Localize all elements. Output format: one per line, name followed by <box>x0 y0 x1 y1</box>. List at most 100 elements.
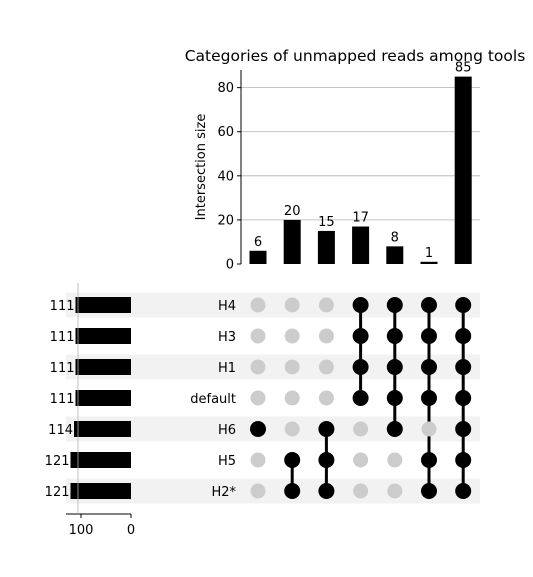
membership-dot-inactive <box>250 483 266 499</box>
membership-dot-active <box>284 483 301 499</box>
matrix-row-stripes <box>66 292 480 504</box>
membership-dot-active <box>352 390 369 406</box>
set-size-label: 111 <box>50 361 75 376</box>
membership-dot-inactive <box>353 421 369 437</box>
membership-dot-inactive <box>421 421 437 437</box>
membership-dot-active <box>455 483 472 499</box>
membership-dot-active <box>352 328 369 344</box>
intersection-bar <box>454 76 472 264</box>
intersection-bar <box>386 246 404 264</box>
intersection-bar <box>317 230 335 264</box>
set-size-x-axis: 100 0 <box>66 283 135 538</box>
membership-dot-inactive <box>284 328 300 344</box>
set-size-tick-label: 100 <box>69 523 94 538</box>
intersection-bar <box>283 219 301 264</box>
set-size-bar <box>75 359 131 375</box>
membership-dot-inactive <box>284 297 300 313</box>
set-size-bar <box>70 483 131 499</box>
membership-dot-inactive <box>387 452 403 468</box>
set-size-label: 121 <box>45 485 70 500</box>
set-size-bar <box>75 328 131 344</box>
membership-dot-active <box>284 452 301 468</box>
membership-dot-inactive <box>318 328 334 344</box>
membership-dot-active <box>386 297 403 313</box>
membership-dot-inactive <box>284 359 300 375</box>
set-size-label: 111 <box>50 299 75 314</box>
set-name-label: H3 <box>218 330 236 345</box>
membership-dot-active <box>455 328 472 344</box>
membership-dot-inactive <box>353 483 369 499</box>
set-size-label: 114 <box>48 423 73 438</box>
y-tick-label: 20 <box>217 213 234 228</box>
y-tick-label: 40 <box>217 169 234 184</box>
intersection-bar-label: 20 <box>284 204 301 219</box>
set-name-label: H5 <box>218 454 236 469</box>
intersection-bar <box>352 226 370 264</box>
membership-dot-active <box>421 452 437 468</box>
set-size-label: 111 <box>50 392 75 407</box>
membership-dot-active <box>318 421 335 437</box>
row-stripe <box>66 478 480 504</box>
set-name-label: H4 <box>218 299 236 314</box>
membership-dot-active <box>421 359 437 375</box>
set-name-label: default <box>190 392 236 407</box>
y-axis-label: Intersection size <box>194 114 209 221</box>
set-size-bars <box>70 297 131 499</box>
set-size-label: 111 <box>50 330 75 345</box>
intersection-gridlines <box>241 87 480 221</box>
membership-dot-inactive <box>250 452 266 468</box>
intersection-bar-label: 6 <box>254 235 262 250</box>
intersection-bar-label: 17 <box>352 211 369 226</box>
membership-dot-active <box>421 390 437 406</box>
row-stripe <box>66 354 480 380</box>
membership-dot-active <box>318 483 335 499</box>
set-name-label: H1 <box>218 361 236 376</box>
membership-dot-inactive <box>250 359 266 375</box>
intersection-bars <box>249 76 472 264</box>
membership-dot-active <box>386 328 403 344</box>
intersection-y-axis: 0 20 40 60 80 <box>217 70 242 273</box>
membership-dot-inactive <box>318 359 334 375</box>
row-stripe <box>66 416 480 442</box>
membership-dot-active <box>352 359 369 375</box>
set-name-label: H2* <box>211 485 236 500</box>
membership-matrix <box>250 297 472 499</box>
y-tick-label: 0 <box>226 258 234 273</box>
membership-dot-active <box>455 297 472 313</box>
intersection-bar-label: 85 <box>455 61 472 76</box>
membership-dot-inactive <box>250 297 266 313</box>
membership-dot-inactive <box>250 328 266 344</box>
set-size-label: 121 <box>45 454 70 469</box>
membership-dot-active <box>455 421 472 437</box>
membership-dot-active <box>318 452 335 468</box>
membership-dot-inactive <box>318 390 334 406</box>
intersection-bar-label: 15 <box>318 215 335 230</box>
membership-dot-inactive <box>318 297 334 313</box>
membership-dot-active <box>455 452 472 468</box>
membership-dot-inactive <box>250 390 266 406</box>
membership-dot-active <box>455 390 472 406</box>
set-size-bar <box>74 421 131 437</box>
row-stripe <box>66 292 480 318</box>
set-size-tick-label: 0 <box>127 523 135 538</box>
membership-dot-active <box>386 359 403 375</box>
set-name-label: H6 <box>218 423 236 438</box>
membership-dot-inactive <box>284 390 300 406</box>
membership-dot-active <box>421 297 437 313</box>
membership-dot-inactive <box>284 421 300 437</box>
membership-dot-active <box>352 297 369 313</box>
membership-dot-active <box>455 359 472 375</box>
membership-dot-active <box>386 421 403 437</box>
y-tick-label: 60 <box>217 125 234 140</box>
set-size-bar <box>75 297 131 313</box>
membership-dot-active <box>421 328 437 344</box>
intersection-bar-labels: 6 20 15 17 8 1 85 <box>254 61 472 261</box>
chart-title: Categories of unmapped reads among tools <box>185 47 526 65</box>
membership-dot-active <box>250 421 266 437</box>
set-size-bar <box>75 390 131 406</box>
membership-dot-active <box>421 483 437 499</box>
intersection-bar-label: 8 <box>391 230 399 245</box>
set-size-bar <box>70 452 131 468</box>
intersection-bar <box>420 261 438 264</box>
